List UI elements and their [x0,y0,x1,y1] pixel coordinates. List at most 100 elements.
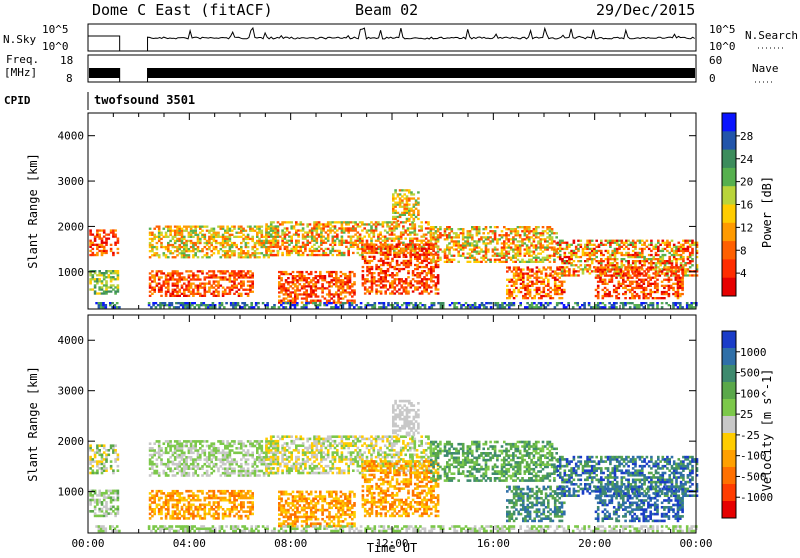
power-cell [583,302,586,304]
power-cell [178,230,181,232]
power-cell [354,242,357,244]
power-cell [215,285,218,287]
power-cell [380,302,383,304]
power-cell [176,254,179,256]
velocity-cell [112,447,115,450]
power-cell [554,285,557,287]
power-cell [398,243,401,245]
power-cell [272,238,275,240]
power-cell [382,225,385,227]
power-cell [165,276,168,278]
power-cell [399,189,402,191]
power-cell [319,287,322,289]
power-cell [197,248,200,250]
power-cell [478,226,481,228]
power-cell [604,293,607,295]
beam-label: Beam 02 [355,1,418,19]
power-cell [600,250,603,252]
power-cell [149,242,152,244]
power-cell [342,291,345,293]
power-cell [229,240,232,242]
power-cell [303,279,306,281]
power-cell [317,295,320,297]
power-cell [300,250,303,252]
power-cell [242,289,245,291]
power-cell [451,246,454,248]
velocity-cell [96,515,99,518]
power-cell [605,264,608,266]
power-cell [527,285,530,287]
power-cell [172,276,175,278]
power-cell [346,281,349,283]
power-cell [512,240,515,242]
power-cell [249,228,252,230]
power-cell [439,257,442,259]
power-cell [524,295,527,297]
power-cell [301,275,304,277]
power-cell [638,304,641,306]
power-cell [350,229,353,231]
power-cell [564,272,567,274]
power-cell [192,256,195,258]
power-cell [197,256,200,258]
power-cell [387,268,390,270]
power-cell [172,283,175,285]
power-cell [631,295,634,297]
power-cell [185,270,188,272]
power-cell [552,277,555,279]
power-cell [98,304,101,306]
power-cell [101,240,104,242]
power-cell [599,266,602,268]
power-cell [329,229,332,231]
power-cell [519,253,522,255]
power-cell [169,274,172,276]
velocity-cell [114,458,117,461]
power-cell [425,252,428,254]
power-cell [176,283,179,285]
power-cell [533,234,536,236]
power-cell [645,275,648,277]
power-cell [544,257,547,259]
power-cell [92,234,95,236]
power-cell [656,279,659,281]
power-cell [501,248,504,250]
power-cell [373,246,376,248]
power-cell [194,252,197,254]
power-cell [412,284,415,286]
power-cell [634,252,637,254]
power-cell [341,240,344,242]
power-cell [359,240,362,242]
power-cell [316,231,319,233]
power-cell [561,260,564,262]
power-cell [582,250,585,252]
power-cell [421,278,424,280]
power-cell [167,280,170,282]
power-cell [611,266,614,268]
power-cell [158,283,161,285]
power-cell [584,264,587,266]
power-cell [544,240,547,242]
power-cell [494,255,497,257]
power-cell [174,272,177,274]
power-cell [605,258,608,260]
power-cell [575,264,578,266]
power-cell [336,250,339,252]
power-cell [680,264,683,266]
power-cell [313,248,316,250]
power-cell [545,268,548,270]
power-cell [520,275,523,277]
power-cell [178,289,181,291]
power-cell [229,254,232,256]
power-cell [613,285,616,287]
power-cell [224,252,227,254]
power-cell [540,283,543,285]
power-cell [465,302,468,304]
power-cell [508,257,511,259]
power-cell [517,275,520,277]
power-cell [265,231,268,233]
power-cell [462,234,465,236]
power-cell [384,284,387,286]
power-cell [597,268,600,270]
power-cell [661,293,664,295]
power-cell [181,242,184,244]
